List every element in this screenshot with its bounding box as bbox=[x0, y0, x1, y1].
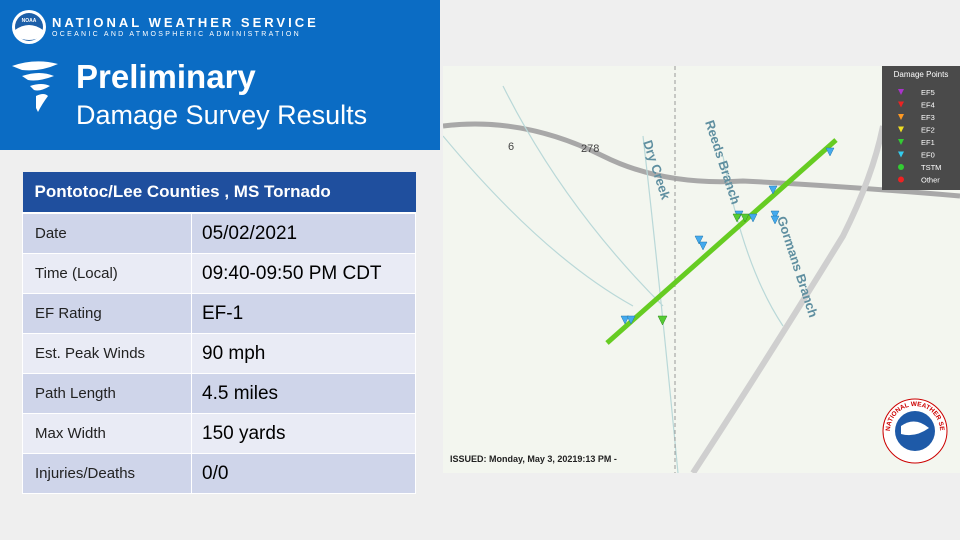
table-row: Injuries/Deaths 0/0 bbox=[22, 453, 416, 494]
table-row: Date 05/02/2021 bbox=[22, 212, 416, 254]
legend-symbol bbox=[898, 114, 904, 120]
legend-label: EF0 bbox=[921, 151, 935, 160]
value-cell: 0/0 bbox=[191, 453, 416, 494]
damage-map: 6 278 Dry Creek Reeds Branch Gormans Bra… bbox=[443, 66, 960, 473]
legend-symbol bbox=[898, 164, 904, 170]
table-row: EF Rating EF-1 bbox=[22, 293, 416, 334]
table-row: Max Width 150 yards bbox=[22, 413, 416, 454]
subtitle: Damage Survey Results bbox=[76, 100, 368, 130]
value-cell: 09:40-09:50 PM CDT bbox=[191, 253, 416, 294]
value-cell: 05/02/2021 bbox=[191, 212, 416, 254]
legend-label: TSTM bbox=[921, 163, 941, 172]
value-cell: 4.5 miles bbox=[191, 373, 416, 414]
value-cell: 90 mph bbox=[191, 333, 416, 374]
legend-symbol bbox=[898, 89, 904, 95]
title: Preliminary bbox=[76, 58, 256, 95]
label-cell: Path Length bbox=[22, 373, 192, 414]
legend-symbol bbox=[898, 126, 904, 133]
road-label: 6 bbox=[508, 141, 514, 153]
logo-text: NOAA bbox=[22, 18, 37, 24]
table-heading: Pontotoc/Lee Counties , MS Tornado bbox=[22, 172, 416, 214]
label-cell: Date bbox=[22, 212, 192, 254]
header: NOAA NATIONAL WEATHER SERVICE OCEANIC AN… bbox=[0, 0, 440, 150]
value-cell: 150 yards bbox=[191, 413, 416, 454]
value-cell: EF-1 bbox=[191, 293, 416, 334]
legend-symbol bbox=[898, 139, 904, 145]
label-cell: Max Width bbox=[22, 413, 192, 454]
label-cell: Injuries/Deaths bbox=[22, 453, 192, 494]
survey-table: Pontotoc/Lee Counties , MS Tornado Date 0… bbox=[22, 172, 416, 494]
legend-symbol bbox=[898, 151, 904, 158]
legend-label: Other bbox=[921, 176, 940, 185]
legend-symbol bbox=[898, 101, 904, 108]
road-label: 278 bbox=[581, 143, 599, 155]
header-graphics: NOAA bbox=[12, 10, 58, 112]
label-cell: Est. Peak Winds bbox=[22, 333, 192, 374]
label-cell: EF Rating bbox=[22, 293, 192, 334]
table-row: Path Length 4.5 miles bbox=[22, 373, 416, 414]
org-name: NATIONAL WEATHER SERVICE bbox=[52, 15, 319, 30]
legend-label: EF1 bbox=[921, 138, 935, 147]
legend-label: EF3 bbox=[921, 113, 935, 122]
legend-label: EF2 bbox=[921, 126, 935, 135]
legend-label: EF4 bbox=[921, 101, 935, 110]
legend-label: EF5 bbox=[921, 88, 935, 97]
org-subtitle: OCEANIC AND ATMOSPHERIC ADMINISTRATION bbox=[52, 31, 301, 38]
legend-title: Damage Points bbox=[894, 70, 949, 79]
table-row: Time (Local) 09:40-09:50 PM CDT bbox=[22, 253, 416, 294]
legend-symbol bbox=[898, 176, 904, 183]
label-cell: Time (Local) bbox=[22, 253, 192, 294]
issued-text: ISSUED: Monday, May 3, 20219:13 PM - bbox=[450, 454, 617, 464]
table-row: Est. Peak Winds 90 mph bbox=[22, 333, 416, 374]
